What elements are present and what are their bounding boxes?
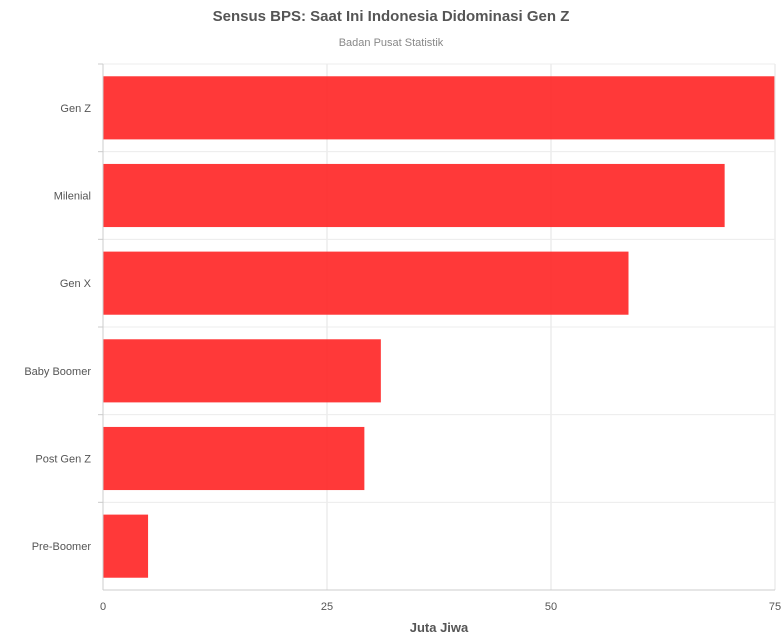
x-tick-label-2: 50: [545, 601, 557, 613]
grid-lines: [103, 64, 775, 590]
bar-1: [103, 164, 725, 227]
category-label-2: Gen X: [60, 278, 92, 290]
x-axis-label: Juta Jiwa: [410, 620, 469, 635]
x-tick-label-3: 75: [769, 601, 781, 613]
bar-2: [103, 252, 629, 315]
x-tick-label-0: 0: [100, 601, 106, 613]
bar-5: [103, 515, 148, 578]
bar-4: [103, 427, 364, 490]
category-label-1: Milenial: [54, 191, 91, 203]
category-label-0: Gen Z: [60, 103, 91, 115]
bar-0: [103, 76, 774, 139]
x-tick-label-1: 25: [321, 601, 333, 613]
bar-3: [103, 339, 381, 402]
category-label-3: Baby Boomer: [24, 366, 91, 378]
category-label-5: Pre-Boomer: [32, 541, 92, 553]
category-label-4: Post Gen Z: [35, 454, 91, 466]
